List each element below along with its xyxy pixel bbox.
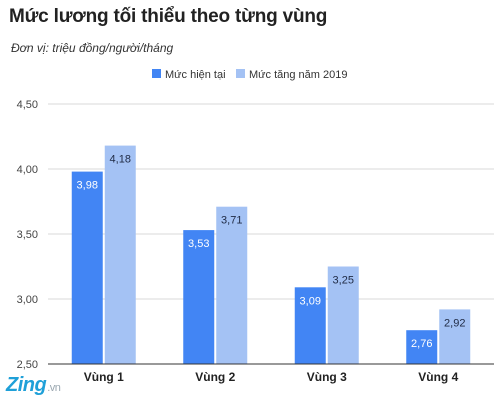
legend-label: Mức tăng năm 2019	[249, 69, 347, 81]
y-tick-label: 2,50	[17, 359, 38, 371]
legend-swatch	[152, 69, 161, 78]
data-label: 3,71	[221, 215, 242, 227]
zing-logo-brand: Zing	[6, 374, 47, 396]
x-tick-label: Vùng 1	[84, 370, 124, 384]
bar-increase-2019	[327, 266, 359, 364]
data-label: 2,76	[411, 338, 432, 350]
chart-subtitle: Đơn vị: triệu đồng/người/tháng	[11, 41, 174, 55]
zing-logo-tld: .vn	[47, 382, 61, 394]
data-label: 3,53	[188, 238, 209, 250]
chart-title: Mức lương tối thiểu theo từng vùng	[9, 6, 328, 27]
zing-logo: Zing.vn	[6, 374, 61, 397]
x-tick-label: Vùng 3	[307, 370, 347, 384]
legend-swatch	[236, 69, 245, 78]
bar-current	[183, 230, 215, 364]
data-label: 4,18	[110, 154, 131, 166]
bar-current	[294, 287, 326, 364]
data-label: 3,09	[300, 295, 321, 307]
y-tick-label: 3,00	[17, 294, 38, 306]
data-label: 3,98	[77, 180, 98, 192]
bar-increase-2019	[104, 145, 136, 364]
x-tick-label: Vùng 2	[195, 370, 235, 384]
data-label: 2,92	[444, 317, 465, 329]
data-label: 3,25	[333, 275, 354, 287]
bar-current	[71, 171, 103, 364]
y-tick-label: 3,50	[17, 229, 38, 241]
bar-increase-2019	[216, 206, 248, 364]
bar-current	[406, 330, 438, 364]
y-tick-label: 4,50	[17, 99, 38, 111]
x-tick-label: Vùng 4	[418, 370, 458, 384]
legend-label: Mức hiện tại	[165, 69, 226, 81]
bar-increase-2019	[439, 309, 471, 364]
y-tick-label: 4,00	[17, 164, 38, 176]
